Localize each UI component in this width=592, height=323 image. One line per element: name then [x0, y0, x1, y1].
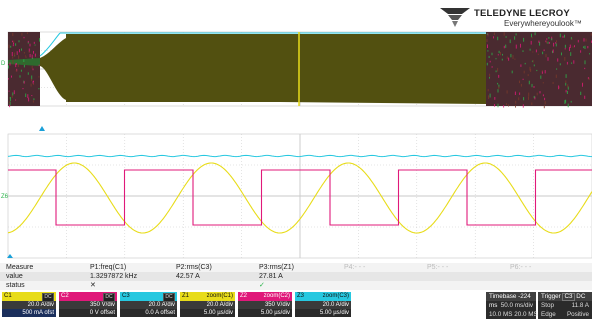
param-name-p5[interactable]: P5:- - - [427, 264, 449, 271]
channel-header: C3 DC [120, 292, 177, 302]
lower-trigger-marker[interactable] [7, 254, 13, 258]
channel-badge: DC [42, 293, 54, 302]
channel-offset: 500 mA ofst [2, 309, 56, 317]
channel-name: Z1 [182, 293, 190, 299]
channel-descriptor-z1[interactable]: Z1 zoom(C1) 20.0 A/div 5.00 µs/div [180, 292, 235, 321]
value-row: value 1.3297872 kHz 42.57 A 27.81 A [0, 272, 592, 281]
channel-offset: 0 V offset [59, 309, 117, 317]
measure-row: Measure P1:freq(C1) P2:rms(C3) P3:rms(Z1… [0, 263, 592, 272]
lower-trace-marker: Z6 [1, 194, 9, 200]
channel-header: C2 DC [59, 292, 117, 302]
status-row-label: status [6, 282, 25, 289]
channel-header: Z1 zoom(C1) [180, 292, 235, 301]
channel-badge: zoom(C3) [322, 293, 349, 299]
channel-descriptor-c1[interactable]: C1 DC 20.0 A/div 500 mA ofst [2, 292, 56, 321]
channel-descriptor-z2[interactable]: Z2 zoom(C2) 350 V/div 5.00 µs/div [238, 292, 292, 321]
param-value-p3: 27.81 A [259, 273, 283, 280]
channel-badge: DC [103, 293, 115, 302]
trigger-position-marker[interactable] [39, 126, 45, 131]
upper-trace-marker: D [1, 61, 6, 67]
teledyne-logo-icon [440, 8, 470, 27]
overview-trace [8, 32, 592, 109]
channel-name: C2 [61, 293, 69, 299]
channel-scale: 20.0 A/div [2, 301, 56, 309]
status-row: status ✕ ✓ [0, 281, 592, 290]
param-name-p1[interactable]: P1:freq(C1) [90, 264, 127, 271]
timebase-samples: 10.0 MS 20.0 MS/s [486, 310, 543, 319]
measure-row-label: Measure [6, 264, 34, 271]
channel-scale: 20.0 A/div [120, 301, 177, 309]
channel-descriptor-z3[interactable]: Z3 zoom(C3) 20.0 A/div 5.00 µs/div [295, 292, 351, 321]
channel-offset: 5.00 µs/div [180, 309, 235, 317]
channel-badge: zoom(C2) [263, 293, 290, 299]
channel-badge: DC [163, 293, 175, 302]
zoom-traces [7, 154, 592, 234]
channel-scale: 350 V/div [238, 301, 292, 309]
param-status-p1: ✕ [90, 282, 96, 289]
lower-grid [7, 133, 592, 259]
channel-scale: 20.0 A/div [180, 301, 235, 309]
timebase-descriptor[interactable]: Timebase -224 ms 50.0 ms/div 10.0 MS 20.… [486, 292, 543, 321]
timebase-per-div: 50.0 ms/div [486, 301, 536, 310]
channel-header: Z3 zoom(C3) [295, 292, 351, 301]
channel-badge: zoom(C1) [206, 293, 233, 299]
channel-name: Z2 [240, 293, 248, 299]
param-status-p3: ✓ [259, 282, 265, 289]
param-name-p2[interactable]: P2:rms(C3) [176, 264, 212, 271]
trigger-mode-level: Stop 11.8 A [538, 301, 592, 310]
channel-descriptor-c2[interactable]: C2 DC 350 V/div 0 V offset [59, 292, 117, 321]
param-name-p4[interactable]: P4:- - - [344, 264, 366, 271]
channel-scale: 20.0 A/div [295, 301, 351, 309]
channel-name: C3 [122, 293, 130, 299]
trigger-source-badge: C3 [562, 293, 575, 301]
channel-offset: 5.00 µs/div [238, 309, 292, 317]
channel-descriptor-c3[interactable]: C3 DC 20.0 A/div 0.0 A offset [120, 292, 177, 321]
channel-offset: 0.0 A offset [120, 309, 177, 317]
timebase-header: Timebase -224 ms [486, 292, 536, 309]
trigger-header: Trigger C3 DC [538, 292, 592, 301]
brand-name: TELEDYNE LECROY [474, 8, 570, 19]
param-name-p6[interactable]: P6:- - - [510, 264, 532, 271]
channel-header: C1 DC [2, 292, 56, 302]
channel-offset: 5.00 µs/div [295, 309, 351, 317]
param-value-p1: 1.3297872 kHz [90, 273, 138, 280]
channel-name: Z3 [297, 293, 305, 299]
trigger-descriptor[interactable]: Trigger C3 DC Stop 11.8 A Edge Positive [538, 292, 592, 321]
trigger-type-slope: Edge Positive [538, 310, 592, 319]
brand-tagline: Everywhereyoulook™ [504, 19, 582, 28]
value-row-label: value [6, 273, 23, 280]
param-name-p3[interactable]: P3:rms(Z1) [259, 264, 294, 271]
param-value-p2: 42.57 A [176, 273, 200, 280]
brand-logo: TELEDYNE LECROY Everywhereyoulook™ [438, 6, 588, 34]
channel-name: C1 [4, 293, 12, 299]
channel-header: Z2 zoom(C2) [238, 292, 292, 301]
channel-scale: 350 V/div [59, 301, 117, 309]
